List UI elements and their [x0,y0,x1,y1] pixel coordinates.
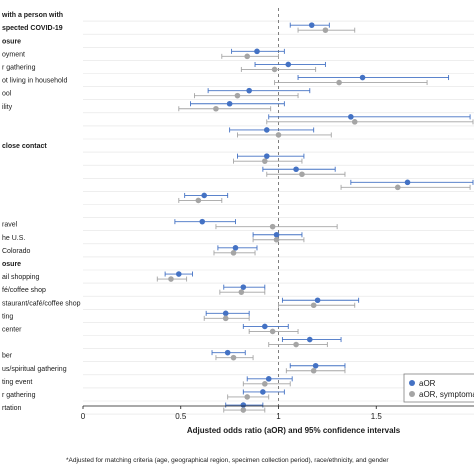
footnote: *Adjusted for matching criteria (age, ge… [66,457,389,464]
aor-symptomatic-point [293,341,299,348]
legend-label: aOR [419,379,436,388]
aor-symptomatic-point [271,66,278,73]
x-tick-label: 0.5 [175,412,187,421]
aor-point [308,22,315,28]
aor-point [246,87,252,94]
aor-symptomatic-point [222,315,229,322]
aor-point [232,245,239,251]
aor-symptomatic-point [269,328,276,335]
x-axis-title: Adjusted odds ratio (aOR) and 95% confid… [187,426,401,435]
aor-point [263,127,270,133]
data-marks [156,22,474,413]
aor-symptomatic-point [351,119,358,125]
row-label: ool [2,91,12,98]
aor-point [262,323,268,330]
x-tick-label: 0 [81,412,86,421]
row-label: ravel [2,222,18,229]
aor-symptomatic-point [262,381,268,387]
aor-point [260,389,266,395]
row-label: r gathering [2,64,36,71]
legend-box [403,373,474,403]
aor-symptomatic-point [275,132,282,138]
aor-point [199,218,206,225]
aor-point [175,271,182,277]
aor-symptomatic-point [262,158,268,164]
row-label: center [2,326,22,333]
aor-symptomatic-point [310,302,317,309]
aor-symptomatic-point [195,197,202,204]
row-label: with a person with [1,12,63,19]
aor-symptomatic-point [234,92,241,99]
row-label: fé/coffee shop [2,287,46,294]
row-label: r gathering [2,392,36,399]
row-label: ility [2,104,13,111]
aor-symptomatic-point [273,236,280,243]
aor-symptomatic-point [240,407,247,413]
row-label: staurant/café/coffee shop [2,300,81,307]
aor-point [226,100,233,107]
legend-swatch [409,380,415,386]
row-label: ot living in household [2,78,67,85]
legend-swatch [409,391,415,397]
aor-point [273,231,280,238]
aor-point [348,114,354,120]
row-label: spected COVID-19 [2,25,63,32]
x-axis-ticks: 0 0.5 1 1.5 [81,406,383,421]
aor-point [293,166,299,173]
aor-symptomatic-point [230,250,237,256]
x-tick-label: 1.5 [371,412,383,421]
aor-point [285,61,292,68]
aor-point [240,284,247,290]
aor-point [254,48,260,55]
row-label: ber [2,353,13,360]
row-label: he U.S. [2,235,25,242]
aor-symptomatic-point [168,276,174,282]
aor-symptomatic-point [244,53,251,60]
row-label: osure [2,261,21,268]
row-label: Colorado [2,248,31,255]
aor-point [224,349,231,356]
aor-point [201,192,208,199]
aor-point [263,153,270,159]
row-label: ting [2,313,13,320]
row-labels: with a person with spected COVID-19 osure o… [1,12,81,412]
aor-symptomatic-point [213,105,219,112]
aor-symptomatic-point [244,394,251,400]
row-label: ting event [2,379,32,386]
aor-point [404,179,411,186]
x-tick-label: 1 [276,412,281,421]
aor-point [222,310,229,317]
aor-symptomatic-point [299,171,305,178]
row-label: rtation [2,405,22,412]
aor-symptomatic-point [238,289,245,295]
aor-point [306,336,313,343]
row-label: ail shopping [2,274,39,281]
aor-symptomatic-point [322,27,329,33]
row-label: osure [2,38,21,45]
aor-symptomatic-point [310,367,317,374]
aor-point [314,297,321,304]
aor-point [359,74,366,81]
aor-point [312,362,319,369]
aor-point [265,376,272,382]
aor-point [240,402,247,408]
row-label: oyment [2,51,25,58]
row-label: us/spiritual gathering [2,366,67,373]
legend-label: aOR, symptomatic [419,390,474,399]
row-label: close contact [2,143,47,150]
aor-symptomatic-point [230,354,237,361]
legend: aOR aOR, symptomatic [403,373,474,403]
aor-symptomatic-point [336,79,342,86]
aor-symptomatic-point [269,223,276,230]
aor-symptomatic-point [394,184,401,191]
